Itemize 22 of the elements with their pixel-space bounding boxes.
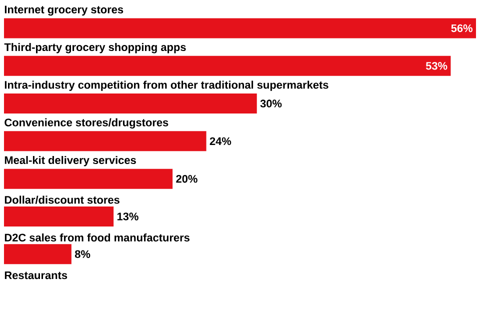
y-tick-label: Meal-kit delivery services (4, 156, 136, 166)
data-label: 30% (260, 100, 282, 108)
y-tick-label: Dollar/discount stores (4, 196, 120, 204)
bar (4, 244, 72, 264)
data-label: 20% (176, 174, 198, 183)
y-tick-label: Intra-industry competition from other traditional supermarkets (4, 80, 328, 91)
data-label: 56% (451, 24, 473, 32)
y-tick-label: Internet grocery stores (4, 6, 124, 16)
y-tick-label: Convenience stores/drugstores (4, 118, 168, 129)
y-tick-label: D2C sales from food manufacturers (4, 233, 190, 242)
bar (4, 206, 114, 226)
y-tick-label: Restaurants (4, 272, 68, 280)
data-label: 53% (426, 62, 448, 70)
bar (4, 18, 476, 38)
y-tick-label: Third-party grocery shopping apps (4, 43, 186, 54)
bar (4, 168, 173, 189)
data-label: 24% (210, 137, 232, 146)
bar (4, 94, 257, 114)
data-label: 8% (74, 250, 90, 258)
bar (4, 56, 451, 76)
bar (4, 131, 206, 152)
data-label: 13% (117, 212, 138, 220)
